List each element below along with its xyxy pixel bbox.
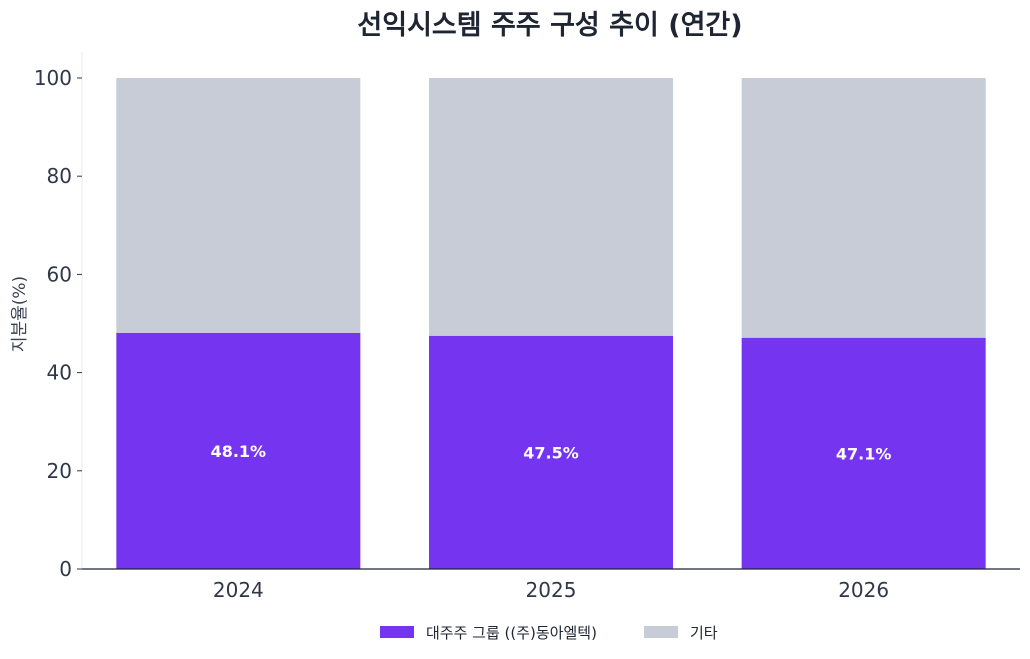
y-tick-label: 60 [47, 262, 72, 286]
bar-data-label: 47.1% [836, 444, 892, 463]
chart-title: 선익시스템 주주 구성 추이 (연간) [357, 10, 742, 41]
bar-segment-others [741, 78, 986, 338]
plot-area: 0 20 40 60 80 100 48.1% 2024 47.5% 2025 47.1% 2026 [34, 52, 1020, 602]
bar-segment-major-shareholder [741, 337, 986, 569]
x-tick-label: 2025 [526, 578, 577, 602]
bar-data-label: 48.1% [211, 442, 267, 461]
y-tick-label: 0 [59, 557, 72, 581]
legend-label-major-shareholder: 대주주 그룹 ((주)동아엘텍) [426, 624, 597, 642]
y-axis-label: 지분율(%) [10, 276, 30, 352]
bar-data-label: 47.5% [523, 443, 579, 462]
y-tick-label: 100 [34, 66, 72, 90]
y-tick-label: 40 [47, 361, 72, 385]
x-tick-label: 2026 [838, 578, 889, 602]
legend-swatch-others [644, 626, 678, 638]
y-tick-label: 80 [47, 164, 72, 188]
legend: 대주주 그룹 ((주)동아엘텍) 기타 [380, 624, 718, 642]
bar-segment-major-shareholder [429, 335, 673, 569]
x-tick-label: 2024 [213, 578, 264, 602]
bar-segment-major-shareholder [116, 332, 361, 569]
legend-label-others: 기타 [690, 624, 718, 642]
bar-segment-others [116, 78, 361, 333]
bar-segment-others [429, 78, 673, 336]
legend-swatch-major-shareholder [380, 626, 414, 638]
y-tick-label: 20 [47, 459, 72, 483]
